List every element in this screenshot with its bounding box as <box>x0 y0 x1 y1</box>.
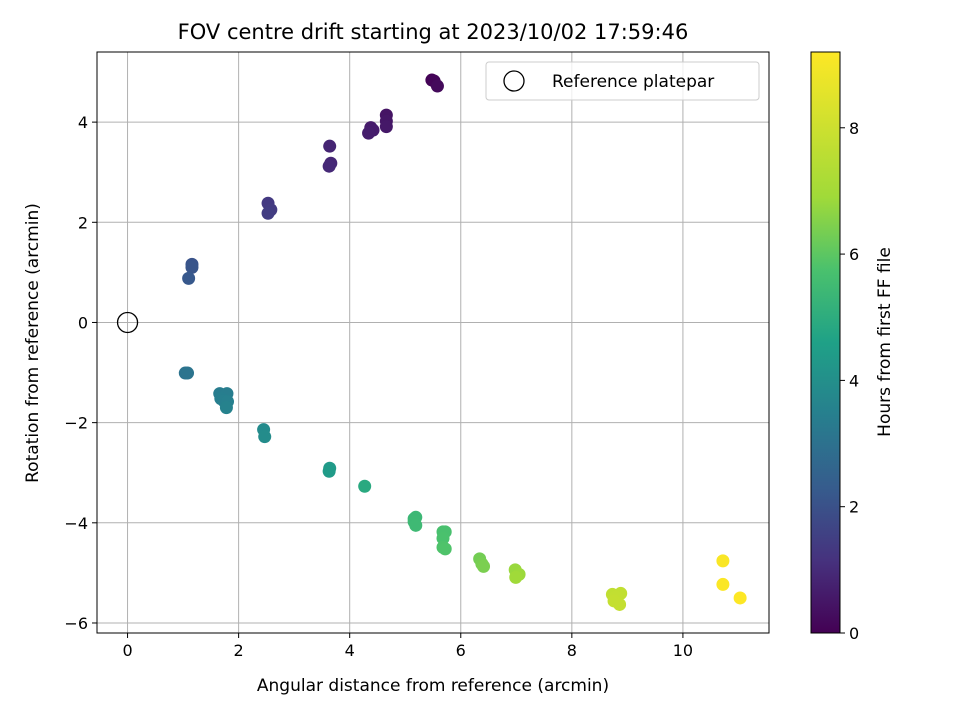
data-point <box>733 591 747 605</box>
colorbar-ticks: 0 2 4 6 8 <box>840 119 859 643</box>
data-point <box>509 570 523 584</box>
x-tick-label: 4 <box>345 641 355 660</box>
data-point <box>716 577 730 591</box>
x-tick-label: 6 <box>456 641 466 660</box>
y-tick-label: −2 <box>64 414 88 433</box>
data-points <box>178 73 747 611</box>
legend-box <box>485 61 760 101</box>
colorbar-tick-label: 2 <box>849 498 859 517</box>
y-axis-label: Rotation from reference (arcmin) <box>23 203 43 483</box>
legend-entry-reference-platepar: Reference platepar <box>552 72 714 92</box>
data-point <box>258 430 272 444</box>
colorbar-label: Hours from first FF file <box>875 247 895 437</box>
data-point <box>379 120 393 134</box>
data-point <box>477 559 491 573</box>
data-point <box>430 79 444 93</box>
data-point <box>613 597 627 611</box>
y-tick-label: −6 <box>64 614 88 633</box>
y-gridlines <box>97 121 769 624</box>
x-ticks: 0 2 4 6 8 10 <box>122 633 693 660</box>
data-point <box>322 464 336 478</box>
legend: Reference platepar <box>485 61 760 101</box>
x-tick-label: 2 <box>234 641 244 660</box>
colorbar-gradient <box>810 51 841 634</box>
plot-frame <box>96 51 770 634</box>
data-point <box>409 518 423 532</box>
data-point <box>182 271 196 285</box>
data-point <box>219 401 233 415</box>
x-tick-label: 10 <box>673 641 693 660</box>
data-point <box>438 542 452 556</box>
legend-marker-icon <box>503 70 525 92</box>
chart-title: FOV centre drift starting at 2023/10/02 … <box>178 20 689 44</box>
data-point <box>322 159 336 173</box>
data-point <box>185 260 199 274</box>
colorbar: 0 2 4 6 8 Hours from first FF file <box>810 51 895 643</box>
colorbar-tick-label: 6 <box>849 245 859 264</box>
colorbar-tick-label: 8 <box>849 119 859 138</box>
x-axis-label: Angular distance from reference (arcmin) <box>257 676 609 696</box>
data-point <box>362 126 376 140</box>
x-tick-label: 0 <box>122 641 132 660</box>
data-point <box>181 366 195 380</box>
colorbar-tick-label: 0 <box>849 624 859 643</box>
reference-platepar-marker <box>116 311 139 334</box>
data-point <box>436 531 450 545</box>
data-point <box>323 139 337 153</box>
y-tick-label: 4 <box>78 113 88 132</box>
x-tick-label: 8 <box>567 641 577 660</box>
x-gridlines <box>127 52 684 633</box>
y-tick-label: 0 <box>78 313 88 332</box>
data-point <box>261 206 275 220</box>
y-tick-label: 2 <box>78 213 88 232</box>
data-point <box>716 554 730 568</box>
data-point <box>358 479 372 493</box>
y-ticks: −6 −4 −2 0 2 4 <box>64 113 97 633</box>
colorbar-tick-label: 4 <box>849 371 859 390</box>
y-tick-label: −4 <box>64 514 88 533</box>
